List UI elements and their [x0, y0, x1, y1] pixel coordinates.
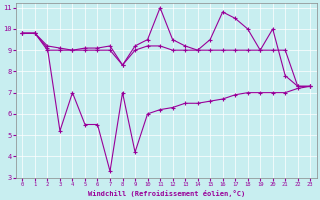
X-axis label: Windchill (Refroidissement éolien,°C): Windchill (Refroidissement éolien,°C) — [88, 190, 245, 197]
